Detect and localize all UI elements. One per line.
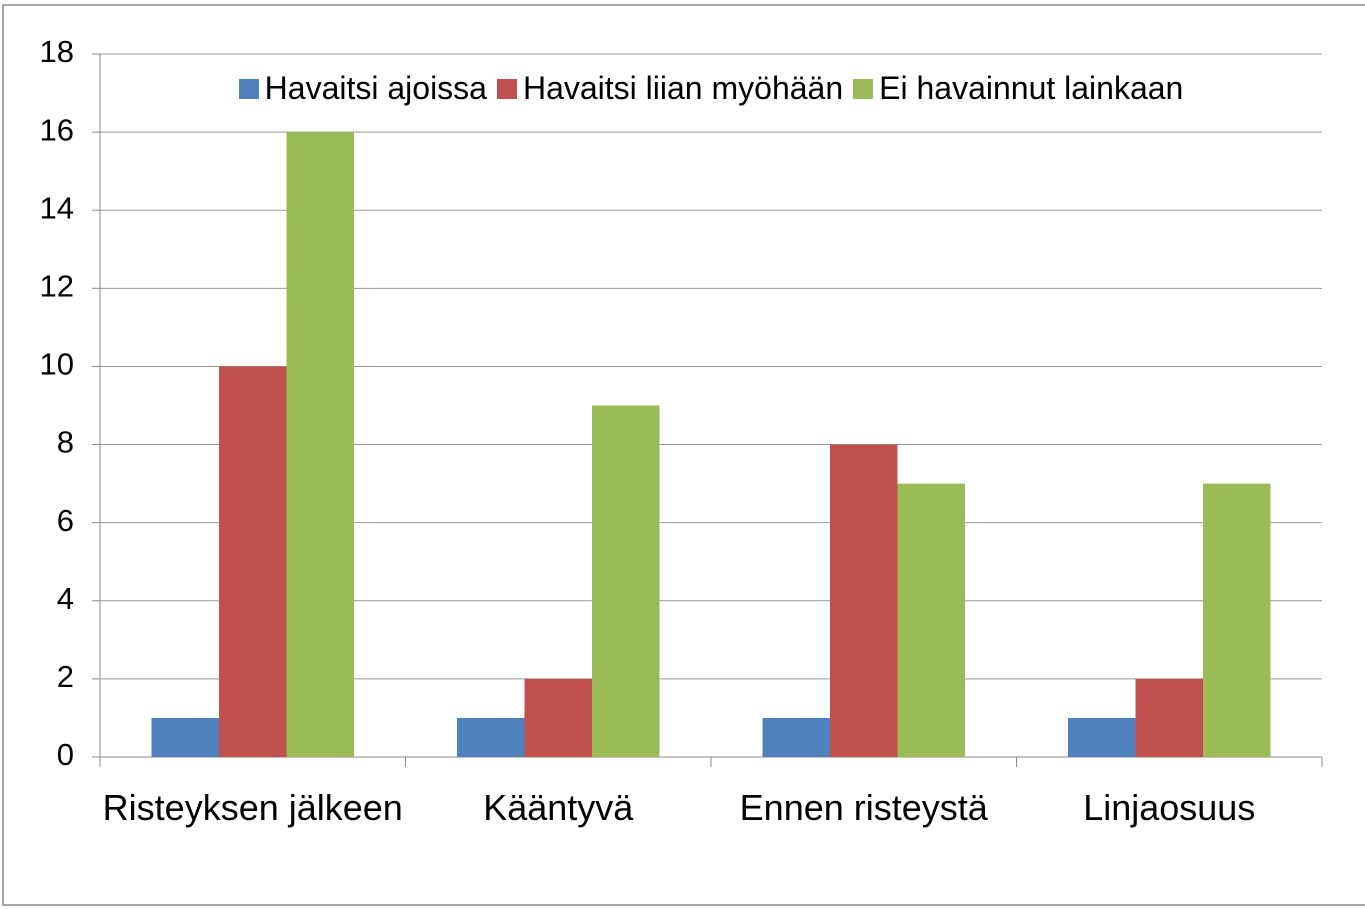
y-tick-label: 6 (57, 503, 74, 538)
bar (524, 678, 592, 757)
x-tick-label: Risteyksen jälkeen (102, 787, 403, 828)
legend-label: Havaitsi ajoissa (264, 70, 487, 106)
y-tick-label: 2 (57, 659, 74, 694)
bar (286, 132, 354, 758)
y-tick-label: 8 (57, 425, 74, 460)
bar (1068, 717, 1136, 757)
x-tick-label: Linjaosuus (1083, 787, 1256, 828)
bar (897, 483, 965, 757)
legend-label: Ei havainnut lainkaan (879, 70, 1184, 106)
y-tick-label: 16 (40, 112, 74, 147)
legend-swatch (853, 78, 874, 99)
legend-label: Havaitsi liian myöhään (522, 70, 844, 106)
bar (457, 717, 525, 757)
legend-swatch (238, 78, 259, 99)
legend-swatch (496, 78, 517, 99)
x-tick-label: Ennen risteystä (739, 787, 988, 828)
legend-item: Ei havainnut lainkaan (853, 70, 1183, 107)
bar (1203, 483, 1271, 757)
bar (219, 366, 287, 757)
bar (830, 444, 898, 757)
y-tick-label: 10 (40, 347, 74, 382)
y-tick-label: 18 (40, 34, 74, 69)
bar (151, 717, 219, 757)
y-tick-label: 0 (57, 737, 74, 772)
x-tick-label: Kääntyvä (483, 787, 634, 828)
y-tick-label: 4 (57, 581, 74, 616)
legend-item: Havaitsi ajoissa (238, 70, 487, 107)
y-tick-label: 12 (40, 269, 74, 304)
bar (762, 717, 830, 757)
y-tick-label: 14 (40, 190, 74, 225)
bar (592, 405, 660, 757)
frame (2, 4, 1365, 906)
legend-item: Havaitsi liian myöhään (496, 70, 844, 107)
legend: Havaitsi ajoissa Havaitsi liian myöhään Ei… (100, 70, 1322, 107)
bar (1135, 678, 1203, 757)
